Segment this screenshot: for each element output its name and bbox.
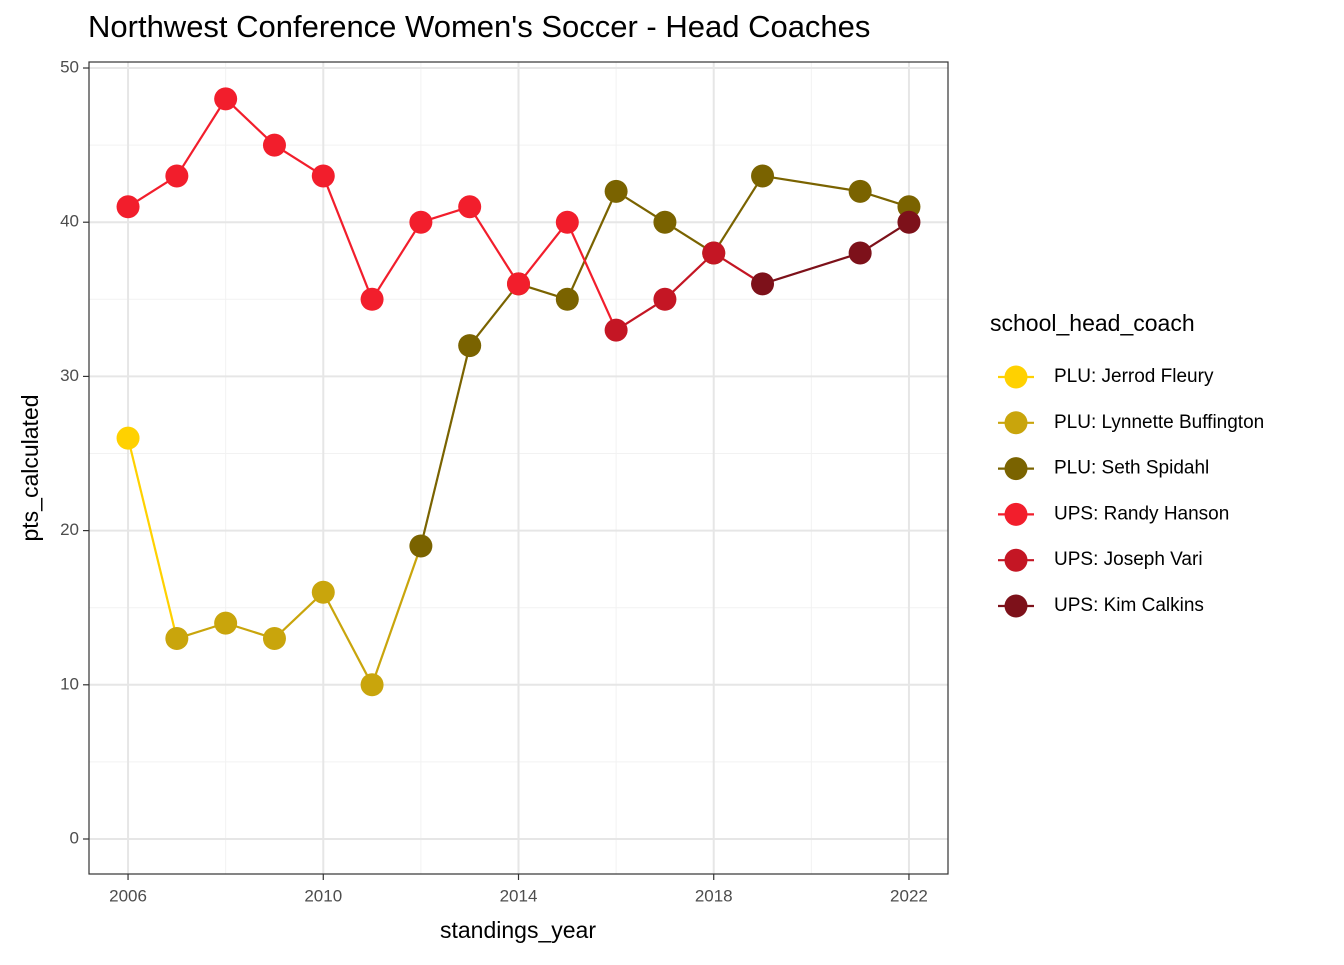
chart-title: Northwest Conference Women's Soccer - He… [88, 9, 870, 44]
point [555, 287, 579, 311]
point [751, 272, 775, 296]
point [458, 195, 482, 219]
point [311, 580, 335, 604]
legend-title: school_head_coach [990, 310, 1195, 336]
point [604, 179, 628, 203]
point [653, 287, 677, 311]
point [165, 627, 189, 651]
y-tick-label: 10 [60, 674, 79, 693]
line-segment [468, 283, 520, 347]
point [214, 611, 238, 635]
point [604, 318, 628, 342]
point [702, 241, 726, 265]
legend-key [1004, 365, 1028, 389]
point [360, 673, 384, 697]
line-segment [126, 437, 178, 639]
line-segment [371, 221, 422, 300]
legend-key [1004, 411, 1028, 435]
x-axis-label: standings_year [440, 917, 596, 943]
y-tick-label: 0 [70, 828, 79, 847]
x-tick-label: 2022 [890, 886, 928, 905]
point [848, 179, 872, 203]
point [360, 287, 384, 311]
point [848, 241, 872, 265]
x-tick-label: 2006 [109, 886, 147, 905]
point [507, 272, 530, 296]
legend-label: UPS: Joseph Vari [1054, 549, 1203, 570]
y-tick-label: 50 [60, 57, 79, 76]
plot-border [88, 61, 949, 875]
point [262, 627, 286, 651]
y-tick-label: 30 [60, 366, 79, 385]
point [262, 133, 286, 157]
legend-label: UPS: Randy Hanson [1054, 503, 1229, 524]
point [409, 534, 433, 558]
y-tick-label: 20 [60, 520, 79, 539]
line-segment [371, 545, 422, 686]
x-tick-label: 2018 [695, 886, 733, 905]
line-segment [175, 98, 227, 177]
point [409, 210, 433, 234]
y-tick-label: 40 [60, 212, 79, 231]
point [751, 164, 775, 188]
line-segment [322, 175, 374, 300]
legend-key [1004, 457, 1028, 481]
point [897, 210, 921, 234]
line-segment [566, 190, 618, 300]
line-segment [419, 345, 471, 547]
point [116, 426, 140, 450]
line-segment [322, 591, 374, 686]
point [165, 164, 189, 188]
legend-label: UPS: Kim Calkins [1054, 595, 1204, 616]
line-segment [566, 221, 618, 331]
x-tick-label: 2014 [500, 886, 538, 905]
y-axis-label: pts_calculated [17, 394, 43, 541]
legend-label: PLU: Lynnette Buffington [1054, 412, 1264, 433]
point [653, 210, 677, 234]
line-segment [762, 252, 861, 285]
x-tick-label: 2010 [304, 886, 342, 905]
legend-key [1004, 548, 1028, 572]
point [116, 195, 140, 219]
point [214, 87, 238, 111]
line-segment [468, 206, 520, 285]
point [458, 334, 482, 358]
legend-key [1004, 594, 1028, 618]
point [311, 164, 335, 188]
legend-label: PLU: Jerrod Fleury [1054, 366, 1214, 387]
line-segment [762, 174, 861, 193]
legend-key [1004, 502, 1028, 526]
line-segment [712, 175, 764, 254]
point [555, 210, 579, 234]
line-segment [517, 221, 569, 285]
legend-label: PLU: Seth Spidahl [1054, 458, 1209, 479]
